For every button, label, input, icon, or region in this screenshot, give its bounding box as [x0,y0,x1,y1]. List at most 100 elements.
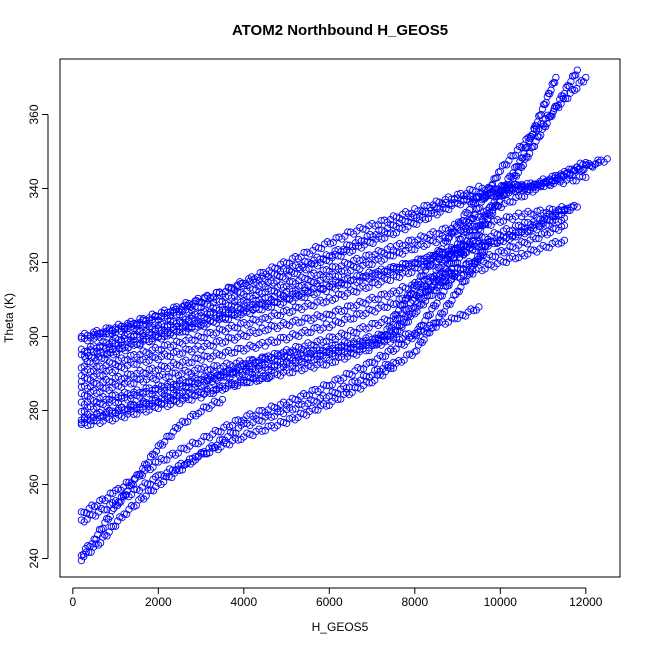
data-point [316,346,324,354]
data-point [528,130,537,139]
data-point [466,185,474,194]
data-point [542,221,550,229]
data-point [142,384,150,392]
data-point [456,219,464,227]
data-point [310,397,318,405]
data-point [386,252,395,260]
data-point [279,418,288,427]
data-point [451,227,459,236]
data-point [163,352,172,360]
data-point [227,349,236,357]
data-point [396,327,404,336]
data-point [365,305,373,314]
data-point [376,367,384,375]
data-point [151,458,160,466]
data-point [603,155,611,163]
data-point [444,251,453,259]
data-point [114,382,123,390]
data-point [408,246,416,254]
data-point [374,247,382,255]
data-point [527,144,535,152]
data-point [567,77,575,86]
data-point [163,311,171,320]
data-point [289,406,297,414]
data-point [176,466,184,475]
data-point [267,286,275,295]
data-point [99,533,107,541]
data-point [400,318,408,326]
data-point [331,272,340,281]
data-point [139,369,147,377]
data-point [392,273,401,281]
data-point [188,336,196,344]
data-point [210,362,218,370]
data-point [118,513,126,522]
data-point [273,357,282,365]
data-point [505,156,513,165]
data-point [319,381,328,389]
data-point [325,311,333,319]
data-point [423,292,432,300]
data-point [380,267,388,276]
data-point [438,292,446,300]
data-point [83,421,92,430]
data-point [142,328,150,336]
data-point [559,95,567,103]
series-17 [77,358,398,565]
data-point [218,395,227,404]
data-point [334,252,342,260]
data-point [561,94,570,103]
series-12 [77,180,526,427]
data-point [240,379,248,387]
data-point [469,307,478,315]
data-point [270,338,279,347]
data-point [340,281,349,289]
data-point [453,314,462,323]
data-point [163,382,172,391]
data-point [246,374,254,382]
data-point [249,315,257,324]
data-point [435,293,443,301]
data-point [224,380,233,388]
data-point [460,211,468,219]
data-point [200,432,208,441]
data-point [448,296,456,305]
data-point [538,105,547,113]
data-point [197,333,205,342]
data-point [466,216,474,224]
data-point [532,125,541,133]
data-point [461,312,470,320]
data-point [440,256,448,264]
data-point [163,392,172,401]
data-point [157,362,166,370]
data-point [154,346,162,354]
data-point [77,334,86,342]
data-point [258,427,266,435]
data-point [371,222,379,230]
y-tick-label: 340 [27,178,41,198]
data-point [182,345,190,353]
data-point [471,226,479,234]
data-point [464,209,472,217]
data-point [495,168,503,176]
data-point [328,358,337,367]
y-tick-label: 240 [27,548,41,568]
data-point [507,173,516,181]
data-point [295,319,303,327]
data-point [265,373,274,381]
data-point [497,182,506,190]
data-point [546,90,554,98]
data-point [450,272,458,281]
data-point [94,531,102,539]
data-point [311,406,319,414]
data-point [582,173,590,182]
data-point [475,222,483,230]
data-point [422,282,431,291]
data-point [471,199,479,207]
data-point [172,327,181,336]
data-point [393,311,401,319]
data-point [331,317,340,325]
data-point [307,301,315,309]
data-point [127,380,135,388]
data-point [405,210,413,218]
